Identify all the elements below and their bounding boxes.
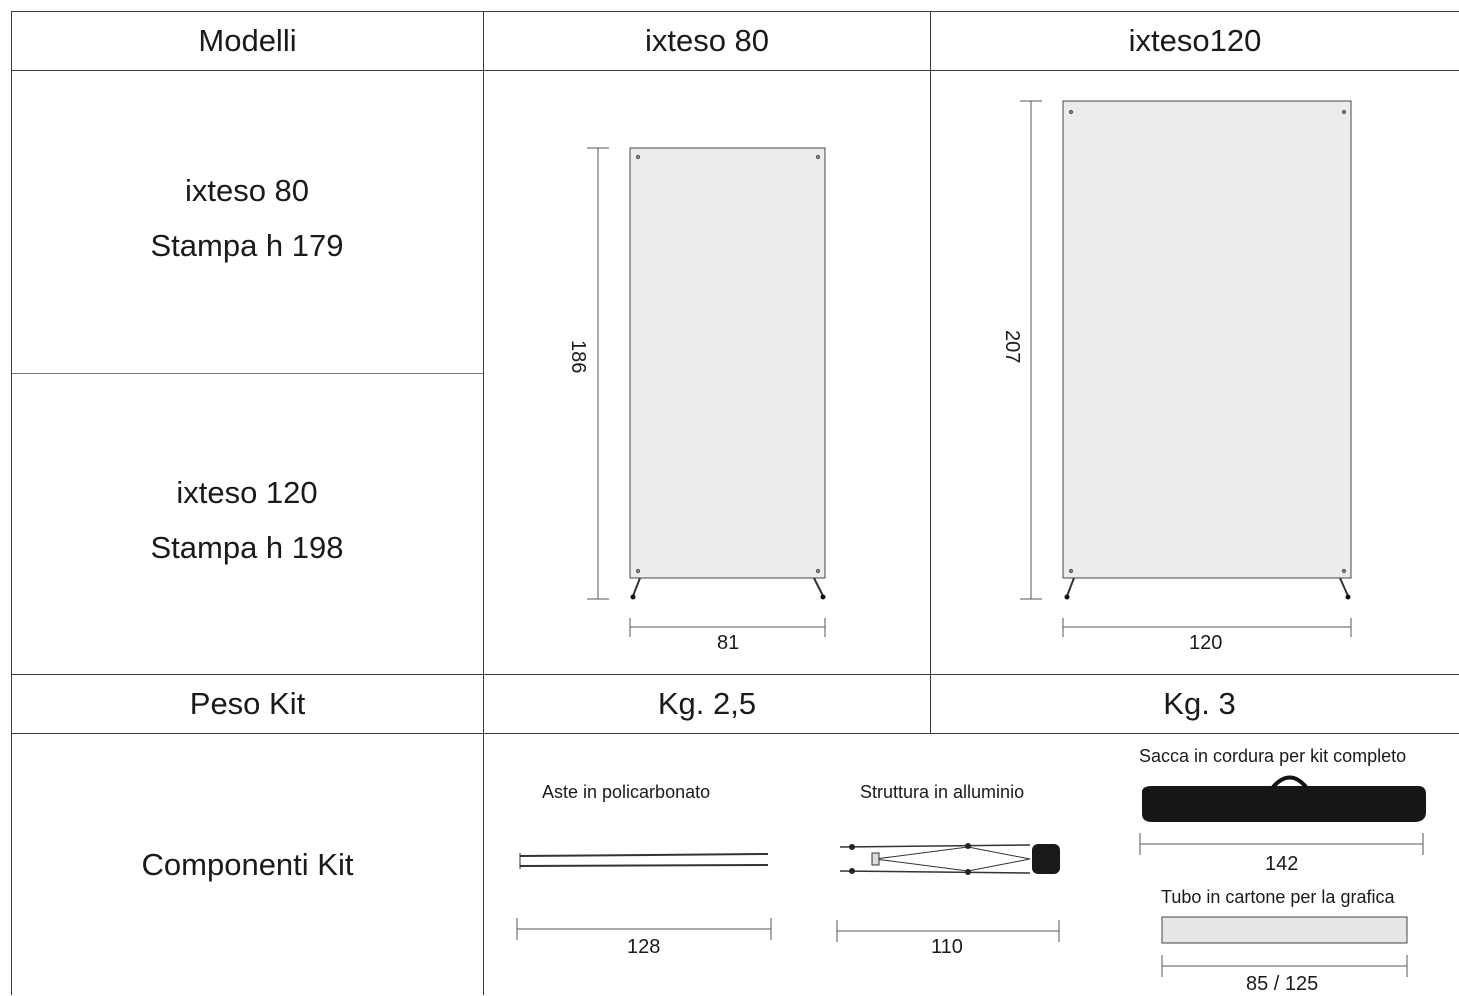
- bag-length: 142: [1265, 853, 1299, 875]
- model-divider: [11, 373, 483, 374]
- banner-drawing-120: [1020, 100, 1352, 637]
- tube-caption: Tubo in cartone per la grafica: [1161, 887, 1395, 907]
- model-label-120: ixteso 120 Stampa h 198: [12, 465, 482, 575]
- model-name-80: ixteso 80: [184, 173, 310, 208]
- bag-drawing: [1139, 775, 1426, 855]
- dim-width-80: 81: [717, 632, 740, 654]
- dim-height-80: 186: [567, 340, 589, 374]
- bag-caption: Sacca in cordura per kit completo: [1139, 746, 1407, 766]
- dim-width-120: 120: [1189, 632, 1223, 654]
- model-name-120: ixteso 120: [176, 475, 318, 510]
- model-print-120: Stampa h 198: [150, 530, 344, 565]
- frame-drawing: [836, 843, 1060, 942]
- model-label-80: ixteso 80 Stampa h 179: [12, 163, 482, 273]
- header-divider: [11, 70, 1459, 71]
- frame-caption: Struttura in alluminio: [860, 782, 1025, 802]
- model-print-80: Stampa h 179: [150, 228, 344, 263]
- weight-bottom-divider: [11, 733, 1459, 734]
- tube-drawing: [1161, 916, 1408, 977]
- weight-top-divider: [11, 674, 1459, 675]
- header-ixteso-120: ixteso120: [1128, 23, 1262, 58]
- table-top-border: [11, 11, 1459, 12]
- column-divider-2: [930, 11, 931, 734]
- components-label: Componenti Kit: [141, 846, 354, 882]
- column-divider-1: [483, 11, 484, 995]
- rods-length: 128: [627, 936, 661, 958]
- table-left-border: [11, 11, 12, 995]
- weight-label: Peso Kit: [189, 686, 306, 721]
- rods-drawing: [516, 853, 772, 940]
- weight-value-80: Kg. 2,5: [657, 686, 757, 721]
- header-modelli: Modelli: [198, 23, 297, 58]
- tube-length: 85 / 125: [1246, 973, 1319, 995]
- header-ixteso-80: ixteso 80: [644, 23, 770, 58]
- dim-height-120: 207: [1001, 330, 1023, 364]
- frame-length: 110: [931, 936, 963, 958]
- rods-caption: Aste in policarbonato: [542, 782, 711, 802]
- banner-drawing-80: [587, 147, 826, 637]
- weight-value-120: Kg. 3: [1163, 686, 1236, 721]
